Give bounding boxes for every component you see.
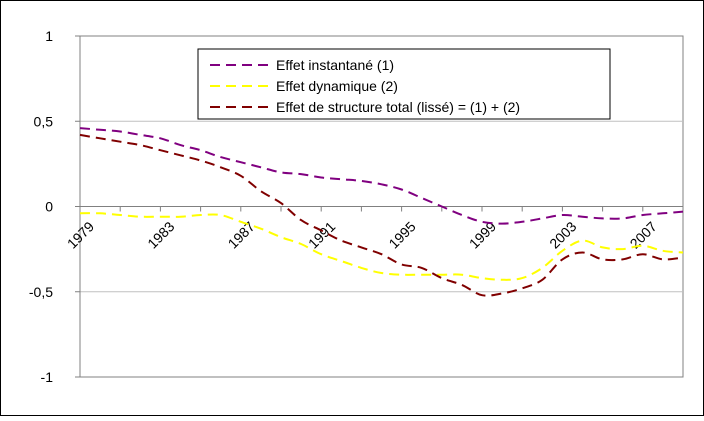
legend-label: Effet dynamique (2) [276, 78, 398, 94]
y-tick-label: 0 [45, 199, 53, 215]
series-line-1 [79, 127, 684, 225]
y-tick-label: 0,5 [34, 113, 54, 129]
legend-label: Effet instantané (1) [276, 57, 394, 73]
y-tick-label: -0,5 [29, 284, 53, 300]
y-tick-label: -1 [41, 369, 54, 385]
legend-label: Effet de structure total (lissé) = (1) +… [276, 99, 520, 115]
legend: Effet instantané (1) Effet dynamique (2) E… [197, 48, 611, 120]
series-line-3 [79, 133, 684, 297]
series-line-2 [79, 212, 684, 281]
y-tick-label: 1 [45, 28, 53, 44]
